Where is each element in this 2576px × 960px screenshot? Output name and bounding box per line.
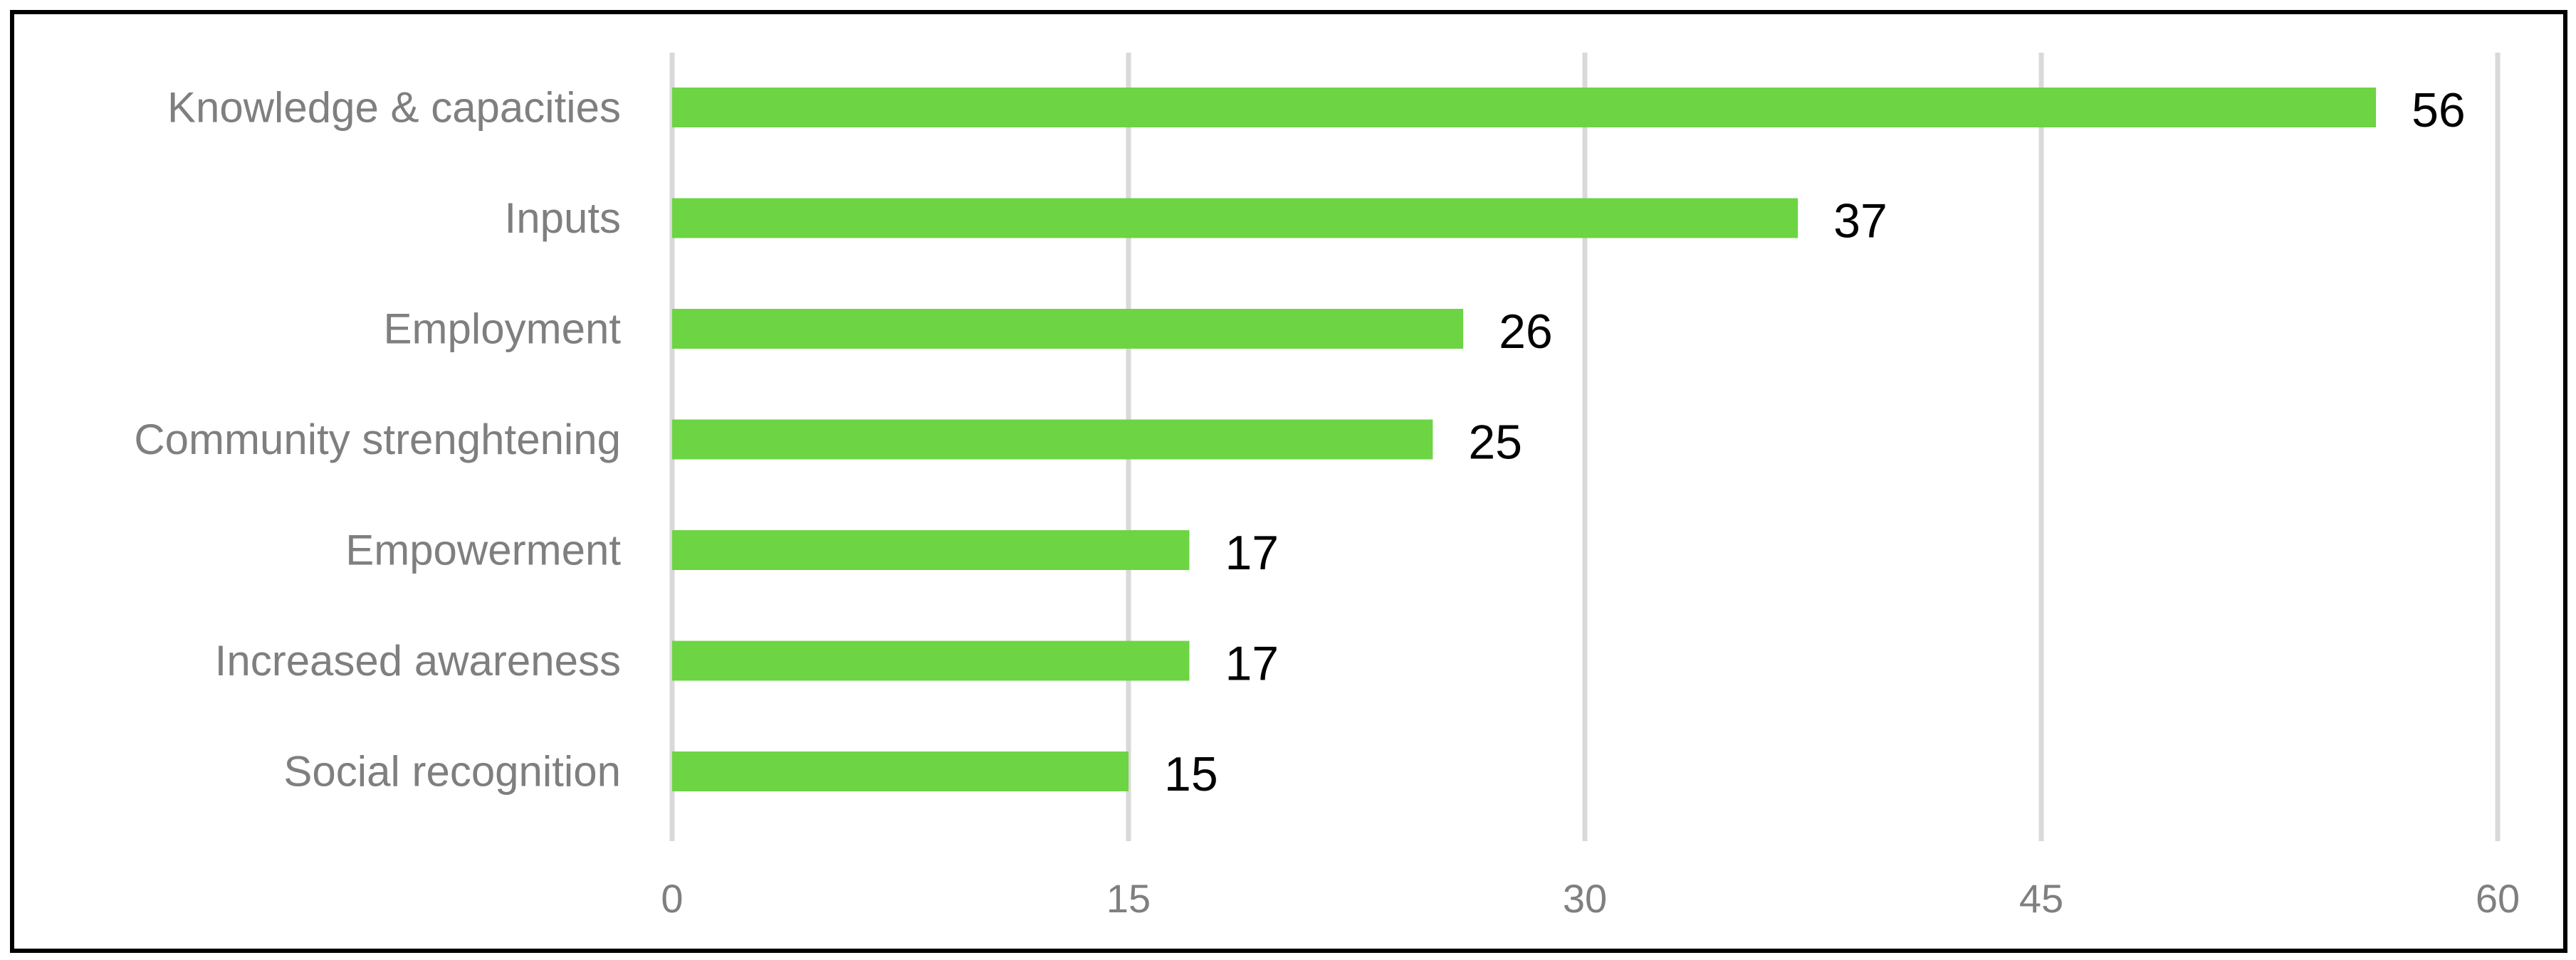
bars bbox=[672, 88, 2377, 791]
category-label: Empowerment bbox=[345, 527, 621, 574]
chart-frame: Knowledge & capacities Inputs Employment Co… bbox=[10, 10, 2567, 953]
x-axis-tick-labels: 0 15 30 45 60 bbox=[661, 876, 2520, 921]
bar bbox=[672, 309, 1464, 349]
bar bbox=[672, 751, 1129, 791]
data-label: 17 bbox=[1225, 637, 1279, 691]
data-label: 26 bbox=[1499, 305, 1553, 359]
data-label: 37 bbox=[1833, 194, 1888, 248]
category-label: Increased awareness bbox=[215, 637, 621, 685]
category-label: Inputs bbox=[505, 194, 621, 242]
category-labels: Knowledge & capacities Inputs Employment Co… bbox=[134, 84, 621, 796]
category-label: Social recognition bbox=[283, 748, 621, 796]
x-tick-label: 60 bbox=[2476, 876, 2520, 921]
data-label: 17 bbox=[1225, 526, 1279, 580]
data-label: 25 bbox=[1468, 416, 1522, 470]
bar bbox=[672, 419, 1433, 460]
x-tick-label: 45 bbox=[2019, 876, 2063, 921]
x-tick-label: 15 bbox=[1106, 876, 1151, 921]
category-label: Knowledge & capacities bbox=[167, 84, 621, 132]
data-label: 15 bbox=[1164, 747, 1218, 801]
bar bbox=[672, 88, 2377, 127]
gridlines bbox=[669, 53, 2501, 841]
bar bbox=[672, 530, 1190, 570]
bar bbox=[672, 198, 1799, 238]
bar-chart: Knowledge & capacities Inputs Employment Co… bbox=[134, 53, 2520, 921]
x-tick-label: 30 bbox=[1563, 876, 1607, 921]
data-label: 56 bbox=[2412, 83, 2466, 137]
bar bbox=[672, 640, 1190, 681]
x-tick-label: 0 bbox=[661, 876, 683, 921]
category-label: Community strenghtening bbox=[134, 416, 621, 463]
category-label: Employment bbox=[384, 305, 622, 353]
data-labels: 56 37 26 25 17 17 15 bbox=[1164, 83, 2466, 801]
